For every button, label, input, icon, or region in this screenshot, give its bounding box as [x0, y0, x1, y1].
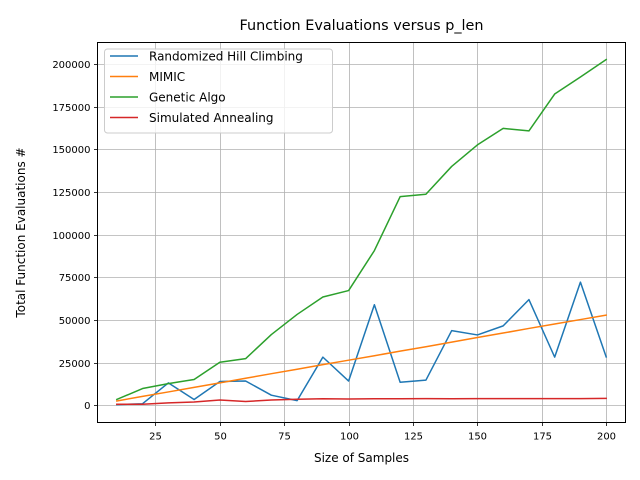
series-line-genetic-algo	[115, 58, 608, 401]
x-tick-label: 175	[533, 432, 552, 443]
y-tick-label: 50000	[59, 316, 91, 327]
x-tick-label: 150	[468, 432, 487, 443]
y-tick-label: 175000	[52, 103, 90, 114]
x-tick-label: 75	[278, 432, 291, 443]
legend-box	[104, 48, 333, 134]
legend-label: MIMIC	[149, 70, 185, 84]
legend-label: Randomized Hill Climbing	[149, 50, 303, 64]
x-tick-label: 200	[597, 432, 616, 443]
y-tick-label: 25000	[59, 359, 91, 370]
y-tick-label: 0	[84, 401, 90, 412]
y-tick-label: 75000	[59, 273, 91, 284]
y-tick-label: 100000	[52, 231, 90, 242]
axis-ticks: 25 50 75 100 125 150 175 200 0 25000 50000 75000 100…	[52, 60, 616, 442]
y-tick-label: 150000	[52, 145, 90, 156]
series-line-randomized-hill-climbing	[116, 281, 608, 406]
x-tick-label: 50	[214, 432, 227, 443]
y-tick-label: 200000	[52, 60, 90, 71]
x-axis-label: Size of Samples	[314, 451, 409, 465]
plot-frame	[97, 42, 626, 423]
chart-title: Function Evaluations versus p_len	[239, 18, 483, 34]
y-axis-label: Total Function Evaluations #	[14, 147, 28, 318]
series-lines	[115, 58, 608, 406]
legend-label: Simulated Annealing	[149, 111, 274, 125]
series-line-mimic	[115, 314, 608, 402]
x-tick-label: 25	[149, 432, 162, 443]
y-tick-label: 125000	[52, 188, 90, 199]
legend: Randomized Hill Climbing MIMIC Genetic Alg…	[104, 48, 333, 134]
x-tick-label: 125	[404, 432, 423, 443]
series-line-simulated-annealing	[116, 397, 607, 405]
x-tick-label: 100	[340, 432, 359, 443]
legend-label: Genetic Algo	[149, 91, 226, 105]
